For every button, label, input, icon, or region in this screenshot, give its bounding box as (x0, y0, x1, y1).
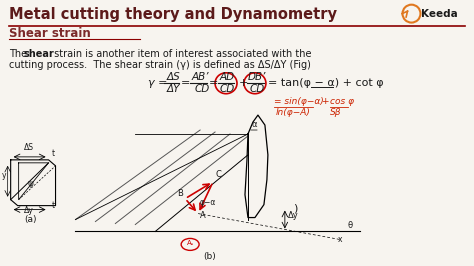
Text: =: = (209, 78, 219, 88)
Text: cos φ: cos φ (330, 97, 354, 106)
Text: t: t (52, 201, 55, 210)
Text: ln(φ−A): ln(φ−A) (276, 108, 311, 117)
Text: Aₛ: Aₛ (187, 240, 194, 246)
Text: t: t (52, 149, 55, 158)
Text: Δy: Δy (24, 206, 33, 215)
Text: ): ) (293, 203, 297, 214)
Text: ψ: ψ (27, 179, 34, 188)
Text: (a): (a) (24, 215, 37, 223)
Text: CD: CD (194, 84, 210, 94)
Text: ΔS: ΔS (166, 72, 180, 82)
Text: Δy: Δy (288, 211, 299, 219)
Text: φ−α: φ−α (200, 198, 217, 207)
Text: AD: AD (219, 72, 234, 82)
Text: ΔS: ΔS (24, 143, 34, 152)
Text: Keeda: Keeda (421, 9, 458, 19)
Text: α: α (252, 120, 257, 129)
Text: Sβ: Sβ (330, 108, 341, 117)
Text: +: + (239, 78, 248, 88)
Text: = tan(φ − α) + cot φ: = tan(φ − α) + cot φ (268, 78, 383, 88)
Text: A: A (200, 211, 206, 219)
Text: γ =: γ = (148, 78, 168, 88)
Text: (b): (b) (204, 252, 217, 261)
Text: DB’: DB’ (248, 72, 266, 82)
Text: C: C (215, 170, 221, 179)
Text: CD: CD (250, 84, 265, 94)
Text: Metal cutting theory and Dynamometry: Metal cutting theory and Dynamometry (9, 7, 337, 22)
Text: shear: shear (24, 49, 55, 59)
Text: x: x (337, 235, 342, 244)
Text: +: + (321, 97, 328, 106)
Text: cutting process.  The shear strain (γ) is defined as ΔS/ΔY (Fig): cutting process. The shear strain (γ) is… (9, 60, 310, 70)
Text: The: The (9, 49, 30, 59)
Text: y: y (2, 171, 6, 180)
Text: θ: θ (347, 221, 353, 230)
Text: AB’: AB’ (191, 72, 209, 82)
Text: ΔY: ΔY (166, 84, 180, 94)
Text: = sin(φ−α): = sin(φ−α) (274, 97, 324, 106)
Text: CD: CD (220, 84, 235, 94)
Text: Shear strain: Shear strain (9, 27, 91, 40)
Text: B: B (177, 189, 183, 198)
Text: strain is another item of interest associated with the: strain is another item of interest assoc… (51, 49, 311, 59)
Text: =: = (181, 78, 191, 88)
